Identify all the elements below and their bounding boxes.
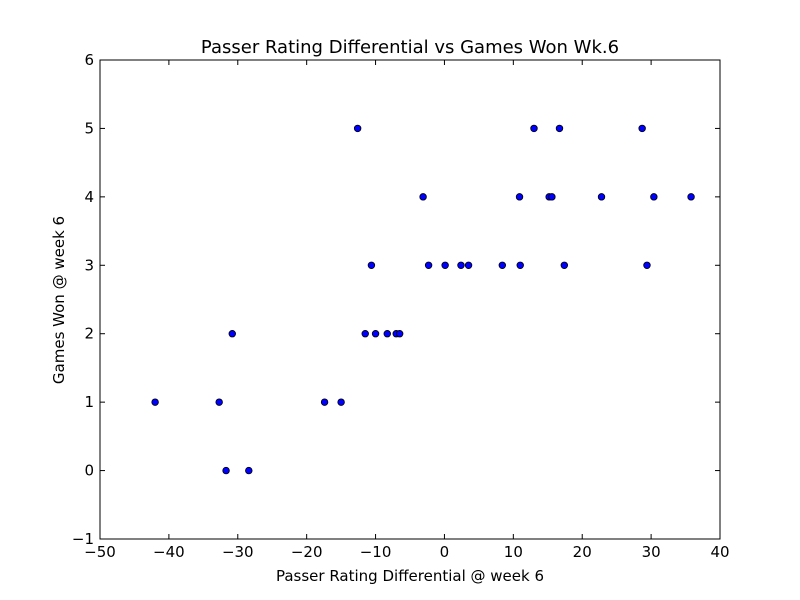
data-point — [383, 330, 391, 338]
y-tick-label: 0 — [84, 462, 94, 480]
y-tick-label: −1 — [72, 530, 94, 548]
data-point — [464, 261, 473, 269]
y-axis-label: Games Won @ week 6 — [50, 216, 68, 384]
data-point — [560, 261, 569, 269]
y-tick-label: 6 — [84, 51, 94, 69]
x-tick-label: 40 — [710, 543, 729, 561]
data-point — [548, 193, 556, 201]
y-tick-label: 5 — [84, 119, 94, 137]
x-tick-label: −10 — [360, 543, 392, 561]
points-layer — [151, 124, 695, 475]
data-point — [457, 261, 465, 269]
data-point — [597, 193, 606, 201]
data-point — [151, 398, 159, 406]
plot-area — [100, 60, 720, 539]
data-point — [516, 261, 524, 269]
x-tick-label: 30 — [642, 543, 661, 561]
data-point — [222, 466, 230, 475]
data-point — [687, 193, 695, 201]
data-point — [245, 466, 253, 475]
data-point — [498, 261, 507, 269]
x-tick-label: −40 — [153, 543, 185, 561]
y-tick-label: 1 — [84, 393, 94, 411]
data-point — [337, 398, 345, 406]
y-tick-label: 2 — [84, 325, 94, 343]
data-point — [530, 124, 538, 133]
data-point — [419, 193, 427, 201]
data-point — [367, 261, 376, 269]
data-point — [228, 330, 236, 338]
data-point — [215, 398, 223, 406]
data-point — [441, 261, 449, 269]
data-point — [650, 193, 658, 201]
x-tick-label: 20 — [573, 543, 592, 561]
x-tick-label: −20 — [291, 543, 323, 561]
x-tick-label: 10 — [504, 543, 523, 561]
data-point — [643, 261, 651, 269]
chart-title: Passer Rating Differential vs Games Won … — [201, 37, 619, 58]
data-point — [395, 330, 404, 338]
data-point — [320, 398, 329, 406]
data-point — [555, 124, 564, 133]
data-point — [424, 261, 433, 269]
plot-frame — [99, 59, 721, 540]
x-axis-label: Passer Rating Differential @ week 6 — [276, 567, 544, 585]
data-point — [353, 124, 362, 133]
data-point — [515, 193, 524, 201]
x-tick-label: −30 — [222, 543, 254, 561]
y-tick-label: 4 — [84, 188, 94, 206]
data-point — [371, 330, 380, 338]
y-tick-label: 3 — [84, 256, 94, 274]
x-tick-label: 0 — [440, 543, 450, 561]
data-point — [638, 124, 646, 133]
x-tick-label: −50 — [84, 543, 116, 561]
data-point — [361, 330, 369, 338]
